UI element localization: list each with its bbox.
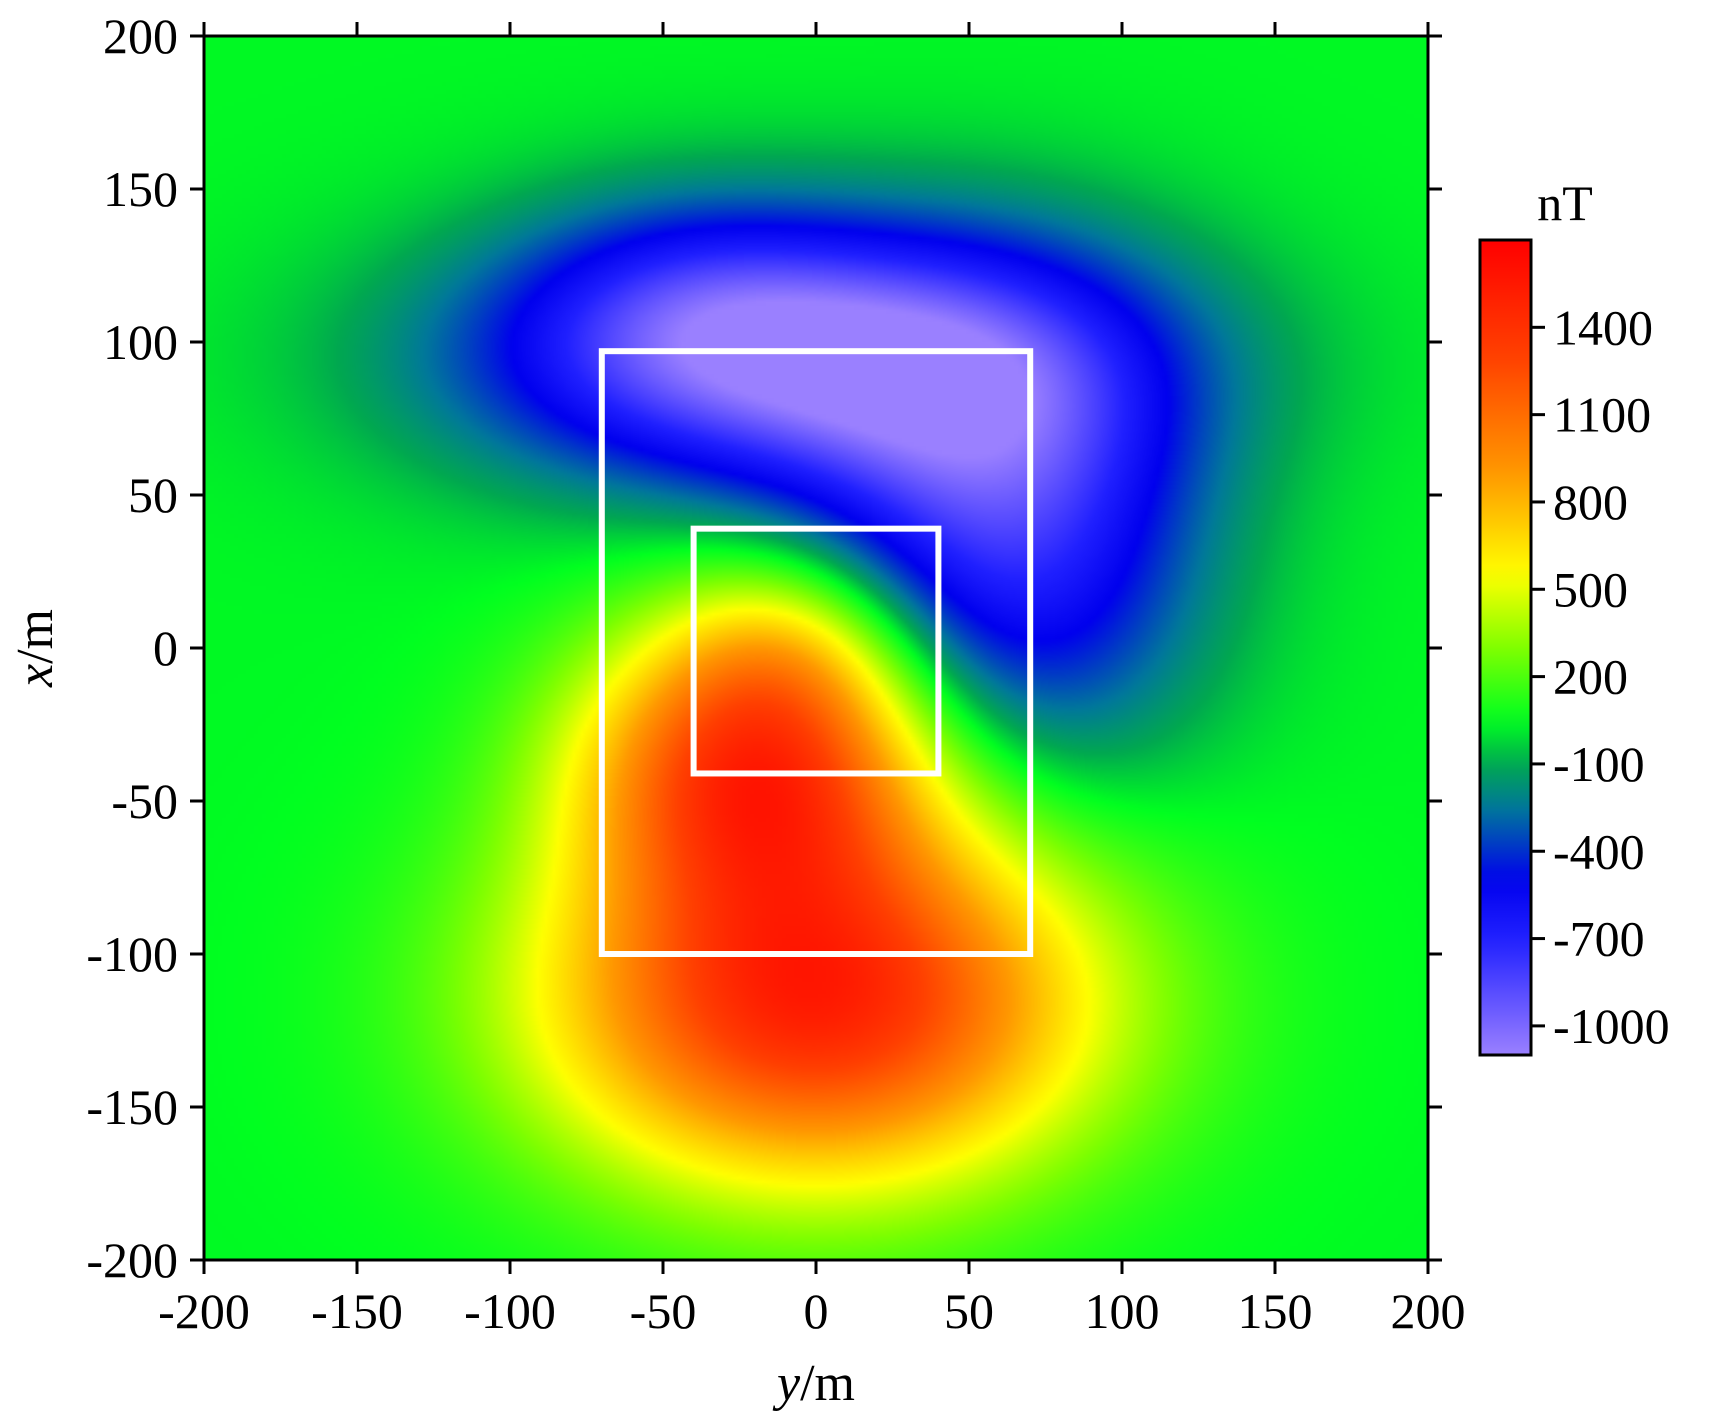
colorbar-tick-label: 800 [1553, 474, 1628, 530]
x-tick-label: 200 [1391, 1283, 1466, 1339]
x-tick-label: -100 [464, 1283, 556, 1339]
y-tick-label: -150 [86, 1079, 178, 1135]
colorbar-tick-label: 1100 [1553, 387, 1651, 443]
y-tick-label: 100 [103, 314, 178, 370]
inner-body-outline [690, 525, 942, 777]
colorbar-tick-label: -100 [1553, 736, 1645, 792]
colorbar-tick-label: -1000 [1553, 998, 1670, 1054]
colorbar-tick-label: 500 [1553, 561, 1628, 617]
y-tick-label: -50 [111, 773, 178, 829]
y-tick-label: 150 [103, 161, 178, 217]
x-tick-label: -150 [311, 1283, 403, 1339]
y-tick-label: -100 [86, 926, 178, 982]
y-axis-ticks: -200 -150 -100 -50 0 50 100 150 200 [86, 8, 1442, 1288]
colorbar-tick-label: -400 [1553, 823, 1645, 879]
colorbar [1478, 238, 1533, 1057]
heatmap-field [204, 36, 1428, 1260]
colorbar-tick-label: 1400 [1553, 299, 1653, 355]
x-tick-label: -50 [630, 1283, 697, 1339]
x-tick-label: 150 [1238, 1283, 1313, 1339]
x-axis-ticks: -200 -150 -100 -50 0 50 100 150 200 [158, 22, 1466, 1339]
colorbar-ticks: 1400 1100 800 500 200 -100 -400 -700 -1000 [1531, 299, 1670, 1054]
y-tick-label: 50 [128, 467, 178, 523]
outer-body-outline [598, 348, 1034, 957]
x-axis-label: y/m [772, 1355, 855, 1412]
colorbar-tick-label: 200 [1553, 649, 1628, 705]
x-tick-label: -200 [158, 1283, 250, 1339]
y-tick-label: -200 [86, 1232, 178, 1288]
colorbar-unit-label: nT [1537, 175, 1593, 231]
x-tick-label: 100 [1085, 1283, 1160, 1339]
x-tick-label: 0 [804, 1283, 829, 1339]
body-outlines [598, 348, 1034, 957]
colorbar-tick-label: -700 [1553, 911, 1645, 967]
y-tick-label: 200 [103, 8, 178, 64]
y-tick-label: 0 [153, 620, 178, 676]
x-tick-label: 50 [944, 1283, 994, 1339]
y-axis-label: x/m [7, 609, 64, 688]
